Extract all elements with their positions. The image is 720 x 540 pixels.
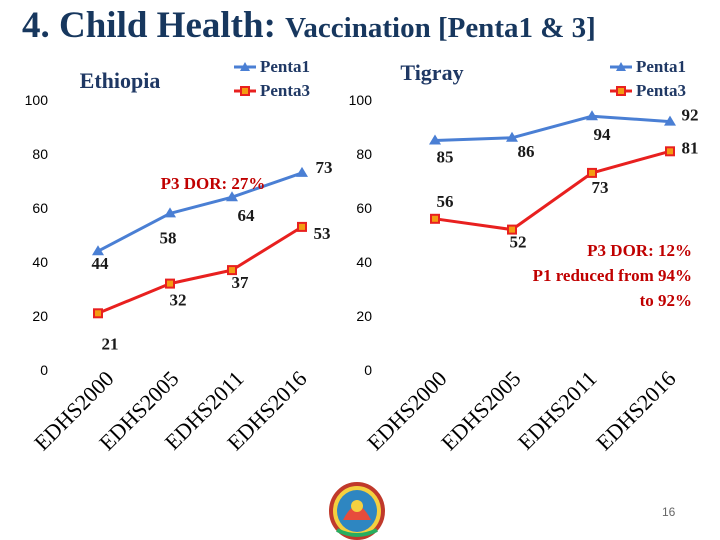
data-point-triangle bbox=[296, 166, 308, 177]
data-label: 92 bbox=[682, 106, 699, 125]
data-point-square bbox=[665, 146, 675, 157]
data-label: 73 bbox=[592, 178, 609, 197]
data-point-triangle bbox=[164, 207, 176, 218]
data-label: 94 bbox=[594, 125, 612, 144]
y-tick-label: 100 bbox=[25, 92, 49, 108]
y-tick-label: 40 bbox=[356, 254, 372, 270]
legend-label: Penta3 bbox=[636, 81, 686, 100]
chart-annotation: P3 DOR: 27% bbox=[161, 174, 266, 193]
y-tick-label: 60 bbox=[356, 200, 372, 216]
legend-marker-square bbox=[616, 86, 626, 96]
series-line-penta3 bbox=[434, 149, 671, 232]
legend-label: Penta3 bbox=[260, 81, 310, 100]
data-point-triangle bbox=[226, 191, 238, 202]
y-tick-label: 0 bbox=[40, 362, 48, 378]
chart-annotation: P1 reduced from 94% bbox=[533, 266, 692, 285]
data-point-square bbox=[297, 221, 307, 232]
data-label: 64 bbox=[238, 206, 256, 225]
data-point-square bbox=[93, 308, 103, 319]
legend-marker-triangle bbox=[240, 62, 250, 71]
data-label: 73 bbox=[316, 158, 333, 177]
x-tick-label: EDHS2000 bbox=[362, 366, 451, 455]
data-label: 58 bbox=[160, 228, 177, 247]
data-point-square bbox=[227, 265, 237, 276]
page-number: 16 bbox=[662, 505, 676, 519]
series-line-penta1 bbox=[434, 114, 671, 142]
data-label: 52 bbox=[510, 233, 527, 252]
chart-annotation: P3 DOR: 12% bbox=[587, 241, 692, 260]
data-point-square bbox=[587, 167, 597, 178]
y-tick-label: 80 bbox=[356, 146, 372, 162]
data-label: 81 bbox=[682, 138, 699, 157]
y-tick-label: 0 bbox=[364, 362, 372, 378]
y-tick-label: 20 bbox=[356, 308, 372, 324]
y-tick-label: 100 bbox=[349, 92, 373, 108]
y-tick-label: 20 bbox=[32, 308, 48, 324]
data-point-triangle bbox=[664, 115, 676, 126]
data-label: 53 bbox=[314, 224, 331, 243]
x-tick-label: EDHS2005 bbox=[436, 366, 525, 455]
chart-title: Tigray bbox=[400, 60, 463, 85]
y-tick-label: 40 bbox=[32, 254, 48, 270]
data-point-triangle bbox=[506, 131, 518, 142]
slide-title-main: 4. Child Health: bbox=[22, 5, 276, 46]
data-point-triangle bbox=[429, 134, 441, 145]
data-label: 86 bbox=[518, 142, 535, 161]
data-label: 21 bbox=[102, 334, 119, 353]
slide-title-sub: Vaccination [Penta1 & 3] bbox=[285, 12, 596, 44]
data-label: 56 bbox=[437, 192, 454, 211]
emblem-logo bbox=[329, 482, 385, 540]
series-line-penta3 bbox=[97, 225, 303, 315]
data-point-square bbox=[165, 278, 175, 289]
legend-label: Penta1 bbox=[260, 57, 310, 76]
legend-marker-triangle bbox=[616, 62, 626, 71]
y-tick-label: 80 bbox=[32, 146, 48, 162]
data-label: 44 bbox=[92, 254, 110, 273]
series-line-penta1 bbox=[97, 171, 303, 253]
data-point-square bbox=[430, 213, 440, 224]
x-tick-label: EDHS2011 bbox=[513, 366, 602, 455]
data-point-triangle bbox=[586, 110, 598, 121]
x-tick-label: EDHS2016 bbox=[591, 366, 680, 455]
legend-marker-square bbox=[240, 86, 250, 96]
data-point-triangle bbox=[92, 245, 104, 256]
chart-annotation: to 92% bbox=[640, 291, 692, 310]
legend-label: Penta1 bbox=[636, 57, 686, 76]
y-tick-label: 60 bbox=[32, 200, 48, 216]
data-label: 32 bbox=[170, 291, 187, 310]
data-point-square bbox=[507, 224, 517, 235]
data-label: 85 bbox=[437, 148, 454, 167]
data-label: 37 bbox=[232, 273, 250, 292]
chart-title: Ethiopia bbox=[80, 68, 161, 93]
slide-title: 4. Child Health: Vaccination [Penta1 & 3… bbox=[22, 5, 596, 47]
